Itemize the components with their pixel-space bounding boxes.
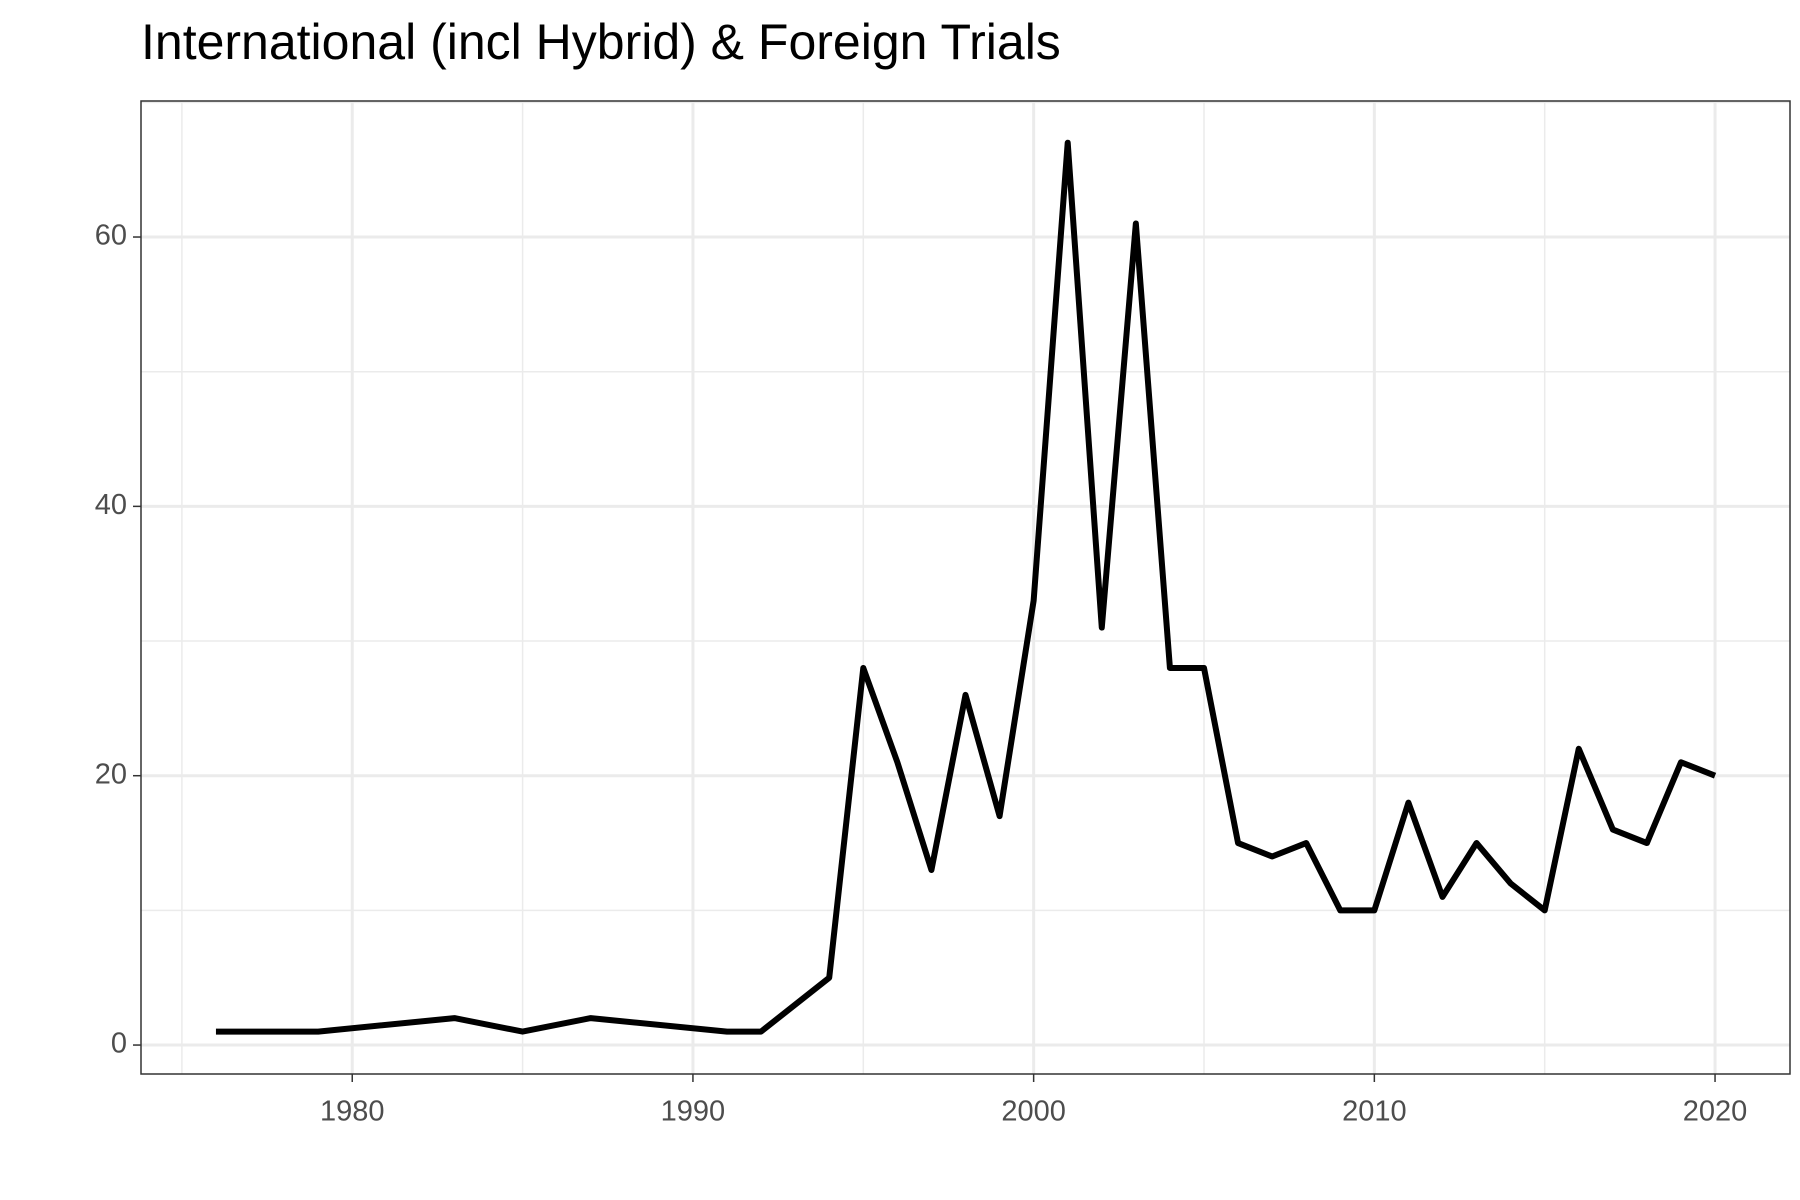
data-line: [215, 139, 1717, 1035]
x-tick-label: 2020: [1683, 1096, 1748, 1128]
y-tick-label: 20: [95, 758, 127, 790]
plot: [215, 139, 1717, 1035]
x-tick-label: 1980: [320, 1096, 385, 1128]
x-tick-label: 2000: [1001, 1096, 1066, 1128]
x-tick-label: 1990: [661, 1096, 726, 1128]
x-tick-label: 2010: [1342, 1096, 1407, 1128]
chart-title: International (incl Hybrid) & Foreign Tr…: [141, 14, 1061, 70]
y-tick-label: 40: [95, 489, 127, 521]
y-tick-label: 0: [111, 1028, 127, 1060]
panel-border: [140, 100, 1791, 1075]
y-tick-label: 60: [95, 220, 127, 252]
